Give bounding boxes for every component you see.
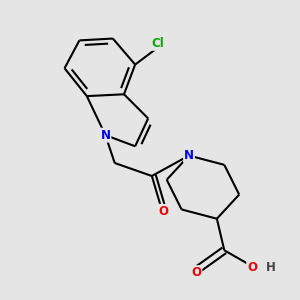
Text: H: H (266, 260, 276, 274)
Text: N: N (184, 149, 194, 162)
Text: O: O (247, 260, 257, 274)
Text: Cl: Cl (151, 37, 164, 50)
Text: N: N (100, 129, 110, 142)
Text: O: O (158, 205, 168, 218)
Text: O: O (191, 266, 201, 279)
